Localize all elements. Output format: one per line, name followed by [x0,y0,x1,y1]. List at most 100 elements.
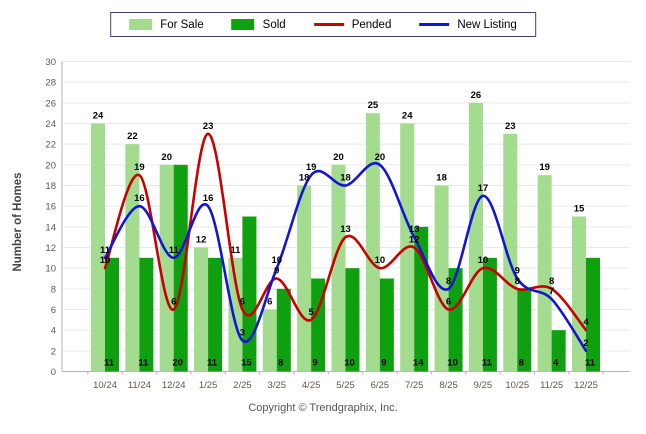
for-sale-value-label: 11 [230,245,241,256]
bar-for-sale-10/25 [503,133,518,372]
sold-value-label: 14 [413,358,424,369]
new-listing-value-label: 2 [583,338,588,349]
sold-value-label: 11 [138,358,149,369]
x-axis-label: 12/25 [574,380,598,391]
new-listing-value-label: 18 [340,173,351,184]
y-tick-label: 18 [45,181,56,192]
sold-value-label: 10 [344,358,355,369]
for-sale-value-label: 18 [436,173,447,184]
bar-sold-6/25 [379,278,394,372]
bar-sold-9/25 [482,257,497,372]
x-axis-label: 6/25 [371,380,390,391]
bar-sold-11/24 [139,257,154,372]
for-sale-value-label: 25 [368,100,379,111]
x-axis-label: 2/25 [233,380,252,391]
legend-label: New Listing [457,18,517,31]
bar-for-sale-2/25 [228,257,243,372]
sold-value-label: 8 [519,358,524,369]
pended-value-label: 8 [549,276,554,287]
sold-value-label: 11 [207,358,218,369]
bar-for-sale-3/25 [262,309,277,372]
x-axis-label: 10/24 [93,380,117,391]
new-listing-value-label: 9 [515,266,520,277]
pended-value-label: 6 [171,297,176,308]
new-listing-value-label: 16 [134,193,145,204]
pended-value-label: 12 [409,235,420,246]
new-listing-value-label: 3 [240,328,245,339]
new-listing-line-swatch [419,23,450,26]
for-sale-value-label: 23 [505,121,516,132]
pended-value-label: 19 [134,162,145,173]
x-axis-label: 12/24 [162,380,186,391]
x-axis-label: 9/25 [474,380,493,391]
y-tick-label: 20 [45,160,56,171]
new-listing-value-label: 11 [169,245,180,256]
sold-value-label: 9 [381,358,386,369]
y-tick-label: 6 [51,305,56,316]
pended-value-label: 13 [340,224,351,235]
y-tick-label: 12 [45,243,56,254]
x-axis-label: 11/24 [128,380,151,391]
x-axis-label: 4/25 [302,380,321,391]
sold-value-label: 9 [312,358,317,369]
y-tick-label: 26 [45,98,56,109]
y-tick-label: 28 [45,78,56,89]
y-tick-label: 30 [45,57,56,68]
bar-for-sale-11/24 [125,144,140,372]
x-axis-label: 1/25 [199,380,218,391]
bar-for-sale-1/25 [194,247,209,372]
new-listing-value-label: 10 [271,255,282,266]
sold-value-label: 10 [447,358,458,369]
pended-value-label: 6 [446,297,451,308]
bar-for-sale-11/25 [537,175,552,372]
bar-sold-2/25 [242,216,257,372]
bar-for-sale-6/25 [365,113,380,372]
new-listing-value-label: 11 [100,245,111,256]
new-listing-value-label: 16 [203,193,214,204]
sold-value-label: 11 [585,358,596,369]
y-axis-title: Number of Homes [12,172,24,272]
for-sale-value-label: 6 [267,297,272,308]
pended-value-label: 9 [274,266,279,277]
pended-value-label: 23 [203,121,214,132]
sold-value-label: 15 [241,358,252,369]
sold-value-label: 11 [104,358,115,369]
new-listing-value-label: 8 [446,276,451,287]
pended-value-label: 4 [583,317,589,328]
pended-value-label: 10 [478,255,489,266]
legend-label: Sold [262,18,286,31]
bar-for-sale-4/25 [297,185,312,372]
sold-swatch [231,19,255,30]
y-tick-label: 24 [45,119,56,130]
pended-line-swatch [313,23,344,26]
for-sale-value-label: 15 [574,204,585,215]
bar-for-sale-8/25 [434,185,449,372]
new-listing-value-label: 7 [549,286,554,297]
for-sale-value-label: 19 [539,162,550,173]
pended-value-label: 6 [240,297,245,308]
legend-item-sold: Sold [231,18,286,31]
sold-value-label: 8 [278,358,283,369]
x-axis-label: 7/25 [405,380,424,391]
sold-value-label: 11 [482,358,493,369]
x-axis-label: 8/25 [439,380,458,391]
legend-item-for-sale: For Sale [129,19,204,31]
for-sale-value-label: 24 [93,111,104,122]
bar-for-sale-10/24 [91,123,105,372]
sold-value-label: 20 [172,358,183,369]
pended-value-label: 10 [100,255,111,266]
y-tick-label: 2 [51,346,56,357]
new-listing-value-label: 20 [375,152,386,163]
y-tick-label: 14 [45,222,56,233]
bar-sold-12/24 [173,164,188,372]
y-tick-label: 10 [45,264,56,275]
for-sale-swatch [129,19,153,30]
y-tick-label: 8 [51,284,56,295]
new-listing-value-label: 19 [306,162,317,173]
legend-item-new-listing: New Listing [419,18,517,31]
pended-value-label: 8 [515,276,520,287]
bar-for-sale-9/25 [468,102,483,372]
bar-for-sale-5/25 [331,164,346,372]
x-axis-label: 10/25 [505,380,529,391]
